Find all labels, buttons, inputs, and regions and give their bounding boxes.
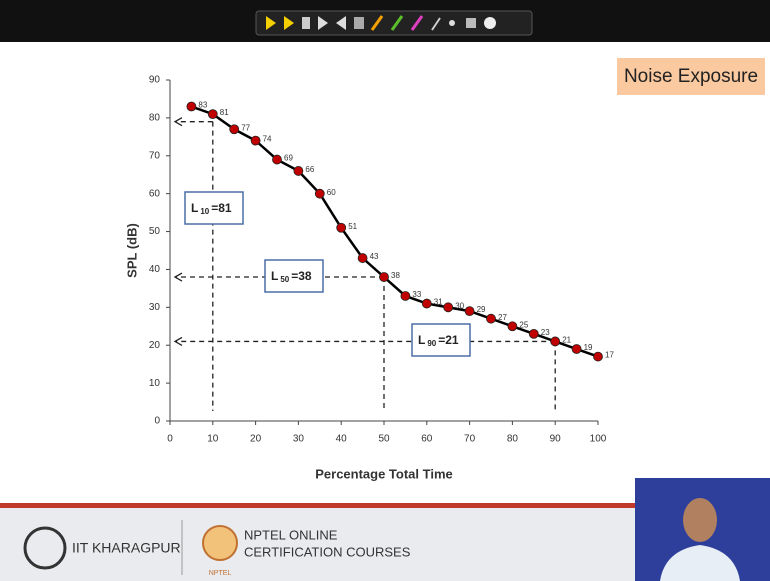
point bbox=[315, 189, 324, 198]
point bbox=[444, 303, 453, 312]
data-label: 38 bbox=[391, 271, 400, 280]
data-label: 81 bbox=[220, 108, 229, 117]
y-tick-label: 90 bbox=[149, 75, 161, 86]
plot: 0 10 20 30 40 50 60 70 80 90 0 10 20 30 40 50 60 70 80 90 10… bbox=[124, 75, 614, 482]
program-line: NPTEL ONLINE bbox=[244, 527, 338, 542]
slide: Noise Exposure 0 10 20 30 40 50 60 70 80 90 0 10 20 3… bbox=[0, 0, 770, 581]
annotation-text: =38 bbox=[291, 269, 312, 283]
x-tick-label: 90 bbox=[550, 434, 562, 445]
y-tick-label: 60 bbox=[149, 188, 161, 199]
x-tick-label: 80 bbox=[507, 434, 519, 445]
slide-title: Noise Exposure bbox=[624, 66, 758, 87]
arrow-head bbox=[175, 337, 182, 345]
data-label: 33 bbox=[412, 290, 421, 299]
data-label: 17 bbox=[605, 351, 614, 360]
point bbox=[273, 155, 282, 164]
institute-name: IIT KHARAGPUR bbox=[72, 540, 181, 556]
data-label: 83 bbox=[198, 101, 207, 110]
annotation-text: =81 bbox=[211, 201, 232, 215]
data-label: 27 bbox=[498, 313, 507, 322]
x-tick-label: 70 bbox=[464, 434, 476, 445]
point bbox=[529, 329, 538, 338]
x-tick-label: 60 bbox=[421, 434, 433, 445]
y-tick-label: 10 bbox=[149, 378, 161, 389]
x-axis-label: Percentage Total Time bbox=[315, 466, 453, 481]
point bbox=[465, 307, 474, 316]
y-tick-label: 0 bbox=[154, 416, 160, 427]
x-tick-label: 10 bbox=[207, 434, 219, 445]
y-tick-label: 70 bbox=[149, 150, 161, 161]
annotation-label: L bbox=[418, 333, 425, 347]
annotation-subscript: 50 bbox=[280, 275, 289, 284]
point bbox=[251, 136, 260, 145]
x-tick-label: 50 bbox=[378, 434, 390, 445]
presenter-head bbox=[683, 498, 717, 542]
point bbox=[294, 166, 303, 175]
data-label: 77 bbox=[241, 123, 250, 132]
annotation-subscript: 90 bbox=[427, 339, 436, 348]
data-label: 19 bbox=[584, 343, 593, 352]
data-label: 30 bbox=[455, 301, 464, 310]
point bbox=[551, 337, 560, 346]
point bbox=[358, 254, 367, 263]
point bbox=[422, 299, 431, 308]
nptel-logo-text: NPTEL bbox=[209, 570, 232, 577]
data-label: 25 bbox=[519, 320, 528, 329]
data-label: 74 bbox=[263, 135, 272, 144]
annotation-text: =21 bbox=[438, 333, 459, 347]
program-line: CERTIFICATION COURSES bbox=[244, 544, 411, 559]
point bbox=[594, 352, 603, 361]
point bbox=[380, 273, 389, 282]
data-label: 51 bbox=[348, 222, 357, 231]
point bbox=[337, 223, 346, 232]
annotation-subscript: 10 bbox=[200, 207, 209, 216]
nptel-logo bbox=[203, 526, 237, 560]
data-label: 60 bbox=[327, 188, 336, 197]
data-label: 31 bbox=[434, 298, 443, 307]
y-tick-label: 20 bbox=[149, 340, 161, 351]
y-tick-label: 30 bbox=[149, 302, 161, 313]
data-label: 69 bbox=[284, 154, 293, 163]
arrow-head bbox=[175, 273, 182, 281]
point bbox=[230, 125, 239, 134]
data-label: 29 bbox=[477, 305, 486, 314]
y-tick-label: 80 bbox=[149, 113, 161, 124]
data-label: 23 bbox=[541, 328, 550, 337]
data-label: 43 bbox=[370, 252, 379, 261]
x-tick-label: 100 bbox=[590, 434, 607, 445]
page: Noise Exposure 0 10 20 30 40 50 60 70 80 90 0 10 20 3… bbox=[0, 0, 770, 581]
annotation-label: L bbox=[191, 201, 198, 215]
x-tick-label: 20 bbox=[250, 434, 262, 445]
x-tick-label: 40 bbox=[336, 434, 348, 445]
data-label: 21 bbox=[562, 336, 571, 345]
point bbox=[401, 291, 410, 300]
annotation-label: L bbox=[271, 269, 278, 283]
x-tick-label: 0 bbox=[167, 434, 173, 445]
point bbox=[187, 102, 196, 111]
y-tick-label: 40 bbox=[149, 264, 161, 275]
point bbox=[208, 110, 217, 119]
point bbox=[572, 345, 581, 354]
y-axis-label: SPL (dB) bbox=[124, 223, 139, 278]
x-tick-label: 30 bbox=[293, 434, 305, 445]
data-label: 66 bbox=[305, 165, 314, 174]
y-tick-label: 50 bbox=[149, 226, 161, 237]
point bbox=[487, 314, 496, 323]
point bbox=[508, 322, 517, 331]
